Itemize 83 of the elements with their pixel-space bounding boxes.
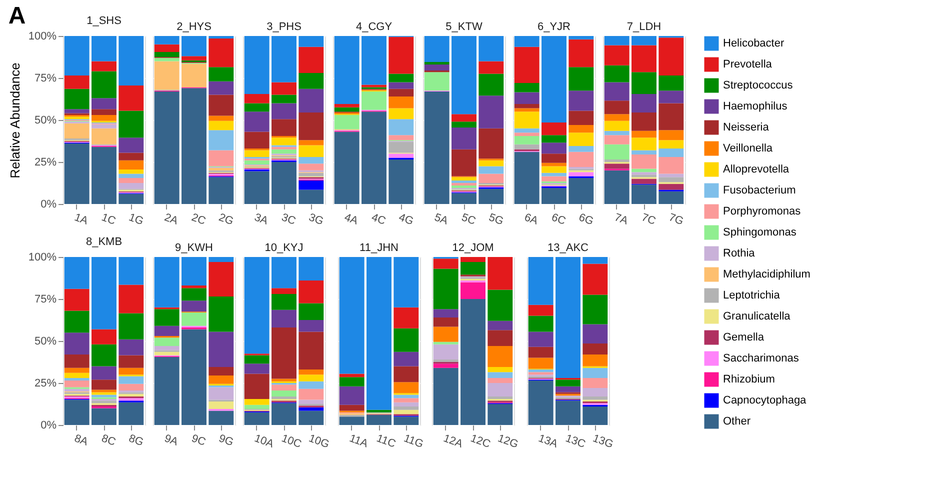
x-tick-label: 3G xyxy=(307,212,325,228)
chart-title: 13_AKC xyxy=(548,242,589,254)
x-tick-label: 8G xyxy=(127,432,145,449)
x-tick-label: 5C xyxy=(460,212,478,228)
legend-label: Methylacidiphilum xyxy=(723,268,810,280)
legend-label: Alloprevotella xyxy=(723,164,790,176)
legend-label: Rothia xyxy=(723,248,756,260)
x-tick-label: 11A xyxy=(348,432,370,450)
legend-label: Haemophilus xyxy=(723,100,788,112)
x-tick-label: 9A xyxy=(162,432,180,449)
x-tick-label: 5A xyxy=(432,212,450,228)
chart-title: 12_JOM xyxy=(452,242,494,254)
legend-label: Veillonella xyxy=(723,142,774,154)
x-tick-label: 7C xyxy=(640,212,658,228)
y-tick-label: 0% xyxy=(40,420,57,432)
text: A xyxy=(8,2,26,30)
x-tick-label: 11G xyxy=(402,432,425,451)
x-tick-label: 4C xyxy=(370,212,388,228)
x-tick-label: 12G xyxy=(496,432,520,451)
x-tick-label: 4G xyxy=(397,212,415,228)
y-tick-label: 75% xyxy=(34,294,57,306)
y-tick-label: 75% xyxy=(34,72,57,84)
legend-label: Neisseria xyxy=(723,122,770,134)
legend-label: Capnocytophaga xyxy=(723,394,808,406)
x-tick-label: 13A xyxy=(536,432,560,451)
x-tick-label: 1C xyxy=(100,212,118,228)
x-tick-label: 13C xyxy=(564,432,588,451)
x-tick-label: 12C xyxy=(468,432,492,451)
legend-label: Rhizobium xyxy=(723,374,775,386)
legend-label: Sphingomonas xyxy=(723,226,797,238)
x-tick-label: 10A xyxy=(252,432,276,451)
x-tick-label: 7A xyxy=(612,212,630,228)
x-tick-label: 5G xyxy=(487,212,505,228)
legend-label: Helicobacter xyxy=(723,38,784,50)
chart-title: 8_KMB xyxy=(86,236,122,248)
legend-label: Streptococcus xyxy=(723,80,794,92)
x-tick-label: 9G xyxy=(217,432,235,449)
x-tick-label: 6C xyxy=(550,212,568,228)
chart-title: 9_KWH xyxy=(175,242,213,254)
x-tick-label: 12A xyxy=(442,432,465,451)
legend-label: Porphyromonas xyxy=(723,206,802,218)
x-tick-label: 10G xyxy=(307,432,331,451)
chart-title: 4_CGY xyxy=(356,21,393,33)
chart-title: 1_SHS xyxy=(86,15,122,27)
x-tick-label: 1A xyxy=(72,212,90,228)
x-tick-label: 3C xyxy=(280,212,298,228)
y-tick-label: 25% xyxy=(34,378,57,390)
x-tick-label: 2A xyxy=(162,212,180,228)
y-axis-title: Relative Abundance xyxy=(7,62,22,178)
x-tick-label: 6A xyxy=(522,212,540,228)
legend-label: Granulicatella xyxy=(723,310,792,322)
y-tick-label: 100% xyxy=(28,30,57,42)
x-tick-label: 11C xyxy=(374,432,398,450)
x-tick-label: 2G xyxy=(217,212,235,228)
x-tick-label: 10C xyxy=(280,432,304,451)
chart-title: 10_KYJ xyxy=(264,242,304,254)
x-tick-label: 8C xyxy=(100,432,118,449)
chart-title: 2_HYS xyxy=(176,21,212,33)
x-tick-label: 7G xyxy=(667,212,685,228)
y-tick-label: 50% xyxy=(34,114,57,126)
x-tick-label: 8A xyxy=(72,432,90,449)
legend-label: Fusobacterium xyxy=(723,184,796,196)
y-tick-label: 50% xyxy=(34,336,57,348)
chart-title: 3_PHS xyxy=(266,21,302,33)
y-tick-label: 25% xyxy=(34,156,57,168)
chart-title: 11_JHN xyxy=(360,242,399,254)
legend-label: Saccharimonas xyxy=(723,352,800,364)
x-tick-label: 9C xyxy=(190,432,208,449)
x-tick-label: 2C xyxy=(190,212,208,228)
y-tick-label: 0% xyxy=(40,198,57,210)
x-tick-label: 6G xyxy=(577,212,595,228)
chart-title: 7_LDH xyxy=(626,21,662,33)
chart-title: 5_KTW xyxy=(446,21,483,33)
legend-label: Other xyxy=(723,416,751,428)
legend-label: Gemella xyxy=(723,332,765,344)
y-tick-label: 100% xyxy=(28,252,57,264)
x-tick-label: 4A xyxy=(342,212,360,228)
legend-label: Prevotella xyxy=(723,58,773,70)
x-tick-label: 3A xyxy=(252,212,270,228)
x-tick-label: 1G xyxy=(127,212,145,228)
legend-label: Leptotrichia xyxy=(723,290,781,302)
x-tick-label: 13G xyxy=(591,432,615,451)
chart-title: 6_YJR xyxy=(537,21,571,33)
